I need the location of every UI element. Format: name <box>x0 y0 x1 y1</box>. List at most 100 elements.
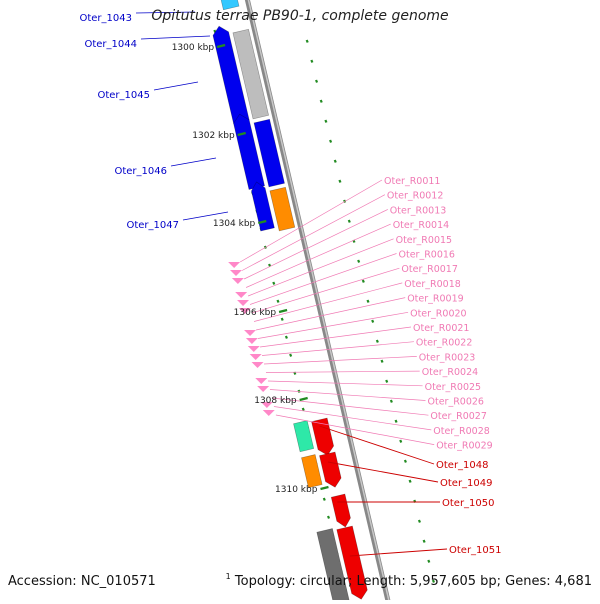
tick-dot-right <box>375 339 379 343</box>
gene-label-left: Oter_1045 <box>97 90 150 101</box>
accession-value: NC_010571 <box>80 574 156 589</box>
tick-dot-right <box>403 459 407 463</box>
tick-dot-right <box>394 419 398 423</box>
rna-gene-label: Oter_R0014 <box>393 220 449 231</box>
gene-box-oter-1044 <box>232 28 269 120</box>
rna-gene-label: Oter_R0015 <box>396 235 452 246</box>
rna-gene-label: Oter_R0019 <box>407 294 463 305</box>
tick-dot-left <box>272 281 276 285</box>
backbone-highlight <box>247 0 391 604</box>
gene-box-oter-1047b <box>251 181 275 232</box>
tick-dot-right <box>315 79 319 83</box>
tick-dot-right <box>431 579 436 583</box>
gene-box-oter-1049b <box>301 454 323 489</box>
tick-dot-left <box>322 497 326 501</box>
rna-chevron <box>257 386 270 392</box>
tick-dot-right <box>338 179 342 183</box>
leader-line-left <box>140 35 211 40</box>
topology-text: Topology: circular; Length: 5,957,605 bp… <box>234 574 592 589</box>
gene-label-left: Oter_1044 <box>84 39 137 50</box>
tick-dot-left <box>276 299 280 303</box>
gene-box-oter-1049 <box>319 451 342 488</box>
leader-line-rna <box>261 341 414 356</box>
tick-dot-right <box>422 539 426 543</box>
rna-chevron <box>230 270 243 276</box>
tick-dot-left <box>213 29 217 33</box>
tick-dot-right <box>333 159 337 163</box>
rna-gene-label: Oter_R0013 <box>390 205 446 216</box>
tick-dot-right <box>324 119 328 123</box>
leader-line-rna <box>245 223 391 288</box>
rna-chevron <box>262 410 275 416</box>
rna-chevron <box>235 292 248 298</box>
rna-gene-label: Oter_R0017 <box>401 264 457 275</box>
tick-dot-right <box>427 559 431 563</box>
leader-line-left <box>182 211 229 221</box>
features-group <box>212 0 368 604</box>
topology-footer: 1 Topology: circular; Length: 5,957,605 … <box>225 572 592 589</box>
leader-line-rna <box>249 253 397 305</box>
tick-dot-right <box>408 479 412 483</box>
leader-line-rna <box>239 179 383 263</box>
leader-line-rna <box>255 297 406 331</box>
accession-footer: Accession: NC_010571 <box>8 574 156 589</box>
tick-dot-right <box>305 39 309 43</box>
position-label: 1308 kbp <box>254 396 297 406</box>
backbone-line <box>244 0 392 604</box>
position-label: 1300 kbp <box>172 43 215 53</box>
leader-line-right <box>319 425 435 465</box>
major-tick <box>216 43 226 49</box>
gene-box-oter-1046 <box>253 118 285 188</box>
position-labels: 1300 kbp 1302 kbp 1304 kbp 1306 kbp 1308 kbp… <box>172 43 329 495</box>
gene-label-right: Oter_1048 <box>436 460 489 471</box>
rna-gene-label: Oter_R0027 <box>430 411 486 422</box>
gene-label-right: Oter_1050 <box>442 498 495 509</box>
rna-gene-label: Oter_R0022 <box>416 338 472 349</box>
tick-dot-left <box>284 335 288 339</box>
rna-gene-label: Oter_R0029 <box>436 441 492 452</box>
rna-gene-label: Oter_R0025 <box>425 382 481 393</box>
tick-dot-right <box>347 219 351 223</box>
gene-box-oter-1051 <box>336 525 368 600</box>
rna-gene-label: Oter_R0023 <box>419 352 475 363</box>
map-title: Opitutus terrae PB90-1, complete genome <box>151 8 449 24</box>
tick-dot-right <box>399 439 403 443</box>
major-tick <box>320 485 329 491</box>
rna-chevron <box>238 308 251 314</box>
rna-chevron <box>244 330 257 336</box>
leader-line-left <box>170 157 217 167</box>
rna-gene-label: Oter_R0028 <box>433 426 489 437</box>
leader-line-right <box>349 548 448 557</box>
tick-dot-left <box>289 353 293 357</box>
major-tick <box>237 131 246 137</box>
rna-gene-label: Oter_R0026 <box>428 397 484 408</box>
rna-gene-label: Oter_R0021 <box>413 323 469 334</box>
major-tick <box>278 308 288 314</box>
leader-line-rna <box>259 326 412 348</box>
leader-line-rna <box>241 194 386 271</box>
rna-chevron <box>228 262 241 268</box>
leader-line-left <box>135 11 196 14</box>
position-label: 1304 kbp <box>213 219 256 229</box>
rna-chevron <box>255 378 268 384</box>
rna-gene-label: Oter_R0011 <box>384 176 440 187</box>
tick-dot-right <box>357 259 361 263</box>
leader-line-rna <box>275 414 435 445</box>
leader-line-rna <box>253 282 403 322</box>
gene-label-left: Oter_1043 <box>79 13 132 24</box>
rna-gene-label: Oter_R0020 <box>410 308 466 319</box>
rna-chevron <box>237 300 250 306</box>
gene-box-oter-1047 <box>269 186 296 232</box>
tick-dot-left <box>326 515 331 519</box>
leader-line-rna <box>243 209 388 280</box>
rna-gene-label: Oter_R0018 <box>404 279 460 290</box>
backbone-group <box>244 0 392 604</box>
leader-line-rna <box>267 380 423 387</box>
position-label: 1306 kbp <box>234 308 277 318</box>
footnote-marker: 1 <box>225 572 231 581</box>
major-tick <box>299 396 308 402</box>
rna-chevron <box>249 354 262 360</box>
tick-dot-right <box>417 519 421 523</box>
